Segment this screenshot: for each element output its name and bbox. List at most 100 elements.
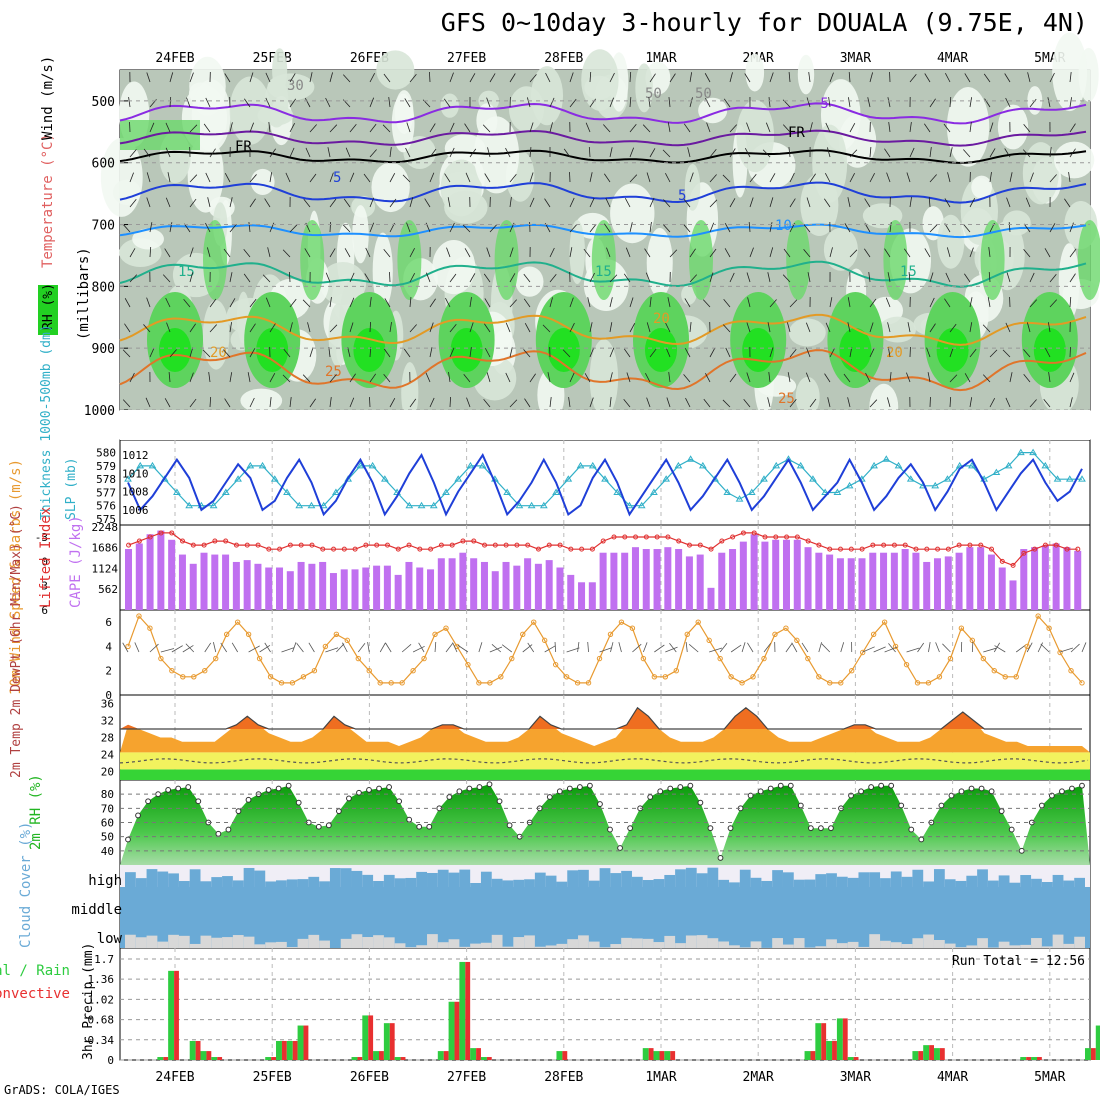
rh-blob (937, 214, 965, 269)
low-cloud-bar (696, 935, 708, 948)
high-cloud-bar (189, 869, 201, 887)
wind-speed-point (1013, 674, 1019, 680)
run-total-label: Run Total = 12.56 (952, 954, 1085, 969)
low-cloud-bar (340, 938, 352, 948)
wind-speed-point (541, 637, 548, 644)
wind-barb (327, 147, 331, 158)
wind-barb (723, 299, 731, 308)
rh-blob (879, 316, 917, 343)
date-label-bottom: 26FEB (350, 1070, 389, 1085)
wind-barb (927, 372, 931, 383)
date-label-bottom: 4MAR (937, 1070, 968, 1085)
wind-speed-point (859, 649, 866, 656)
precip-total-bar (373, 1051, 380, 1060)
rh-point (918, 836, 925, 843)
wind-barb (402, 174, 411, 183)
temp-area (120, 707, 1090, 753)
wind-barb (609, 274, 618, 283)
wind-barb (689, 172, 694, 183)
wind-barb (623, 273, 631, 283)
wind-barb (389, 398, 396, 408)
rh-point (807, 825, 814, 832)
lifted-index-point (751, 530, 757, 536)
wind-barb-10m (577, 641, 580, 653)
date-label-top: 1MAR (645, 51, 676, 66)
low-cloud-bar (502, 946, 514, 948)
lifted-index-point (633, 534, 639, 540)
precip-convective-bar (368, 1015, 374, 1060)
wind-speed-point (651, 674, 658, 680)
isotherm-line (119, 149, 1087, 164)
wind-speed-point (574, 680, 581, 686)
wind-barb-10m (457, 644, 469, 653)
wind-barb (189, 272, 194, 283)
wind-barb (907, 322, 911, 333)
lifted-index-point (482, 542, 488, 548)
wind-barb (243, 248, 251, 258)
low-cloud-bar (1052, 934, 1064, 948)
wind-barb (1049, 147, 1052, 158)
wind-speed-point (827, 680, 833, 686)
wind-barb-10m (862, 646, 875, 653)
wind-barb (849, 249, 858, 258)
wind-barb (425, 372, 431, 383)
cape-bar (448, 558, 456, 610)
precip-total-bar (437, 1051, 444, 1060)
wind-barb (469, 322, 474, 333)
cape-bar (793, 539, 801, 610)
wind-barb (329, 324, 338, 333)
wind-barb (325, 272, 331, 283)
precip-convective-bar (832, 1040, 837, 1060)
wind-barb (709, 148, 717, 158)
precip-total-bar (1031, 1057, 1037, 1060)
wind-barb (746, 372, 751, 383)
wind-barb (224, 398, 231, 408)
precip-total-bar (297, 1025, 304, 1060)
wind-barb (1029, 299, 1038, 308)
wind-barb (466, 397, 471, 408)
thickness-point (662, 475, 671, 482)
wind-speed-point (739, 680, 745, 686)
high-cloud-bar (1020, 875, 1032, 887)
low-cloud-bar (793, 938, 805, 948)
low-cloud-bar (470, 943, 481, 948)
high-cloud-bar (761, 880, 773, 887)
wind-barb (568, 397, 571, 408)
rh-point (446, 794, 453, 800)
wind-barb (589, 98, 597, 108)
lifted-index-point (492, 542, 498, 548)
wind-speed-point (870, 631, 877, 637)
thickness-point (270, 475, 279, 482)
wind-barb (969, 197, 976, 208)
wind-barb (803, 249, 811, 258)
low-cloud-bar (319, 940, 330, 948)
wind-barb (429, 172, 435, 183)
high-cloud-bar (211, 877, 223, 887)
wind-barb-10m (527, 642, 535, 653)
thickness-point (894, 461, 903, 469)
precip-units-label: 3hr Precip (mm) (81, 943, 96, 1060)
thickness-point (882, 455, 891, 462)
cape-bar (459, 552, 467, 610)
rh-legend-swatch (38, 285, 58, 335)
wind-barb (963, 224, 971, 233)
wind-barb (909, 73, 917, 83)
lifted-index-point (384, 542, 390, 548)
li-tick: 3 (41, 580, 48, 593)
high-cloud-bar (1074, 877, 1085, 887)
wind-barb (464, 123, 471, 133)
wind-speed-point (947, 655, 954, 662)
wind-barb (909, 147, 915, 158)
wind-barb (783, 248, 791, 258)
wind-barb (1023, 349, 1031, 358)
wind-barb-10m (489, 646, 503, 653)
wind-barb (689, 72, 693, 83)
wind-barb-10m (983, 647, 997, 653)
wind-barb (848, 71, 851, 83)
wind-barb (824, 373, 831, 383)
wind-barb-10m (685, 641, 688, 653)
wind-barb (722, 174, 731, 183)
wind-speed-point (366, 668, 372, 674)
wind-barb (605, 197, 611, 208)
contour-label: 15 (900, 264, 917, 280)
